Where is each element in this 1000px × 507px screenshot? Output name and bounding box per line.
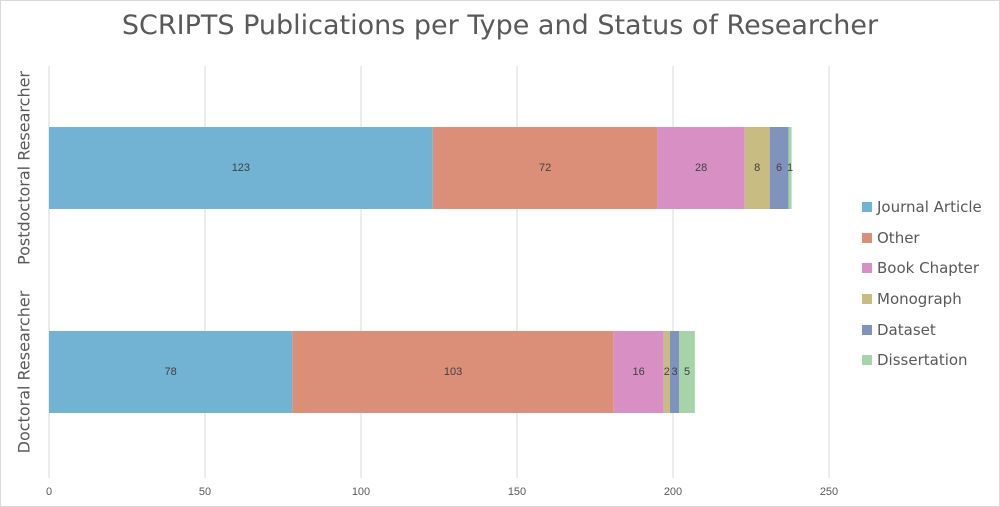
bar-segment	[657, 127, 745, 209]
data-label: 16	[633, 366, 645, 378]
legend-item: Dissertation	[862, 345, 982, 376]
legend-swatch	[862, 232, 872, 243]
x-tick-label: 200	[664, 486, 682, 498]
category-label: Doctoral Researcher	[15, 290, 34, 453]
legend-label: Other	[877, 228, 920, 247]
category-label: Postdoctoral Researcher	[15, 71, 34, 265]
data-label: 78	[165, 366, 177, 378]
data-label: 6	[776, 162, 782, 174]
x-tick-label: 250	[820, 486, 838, 498]
x-tick-label: 150	[508, 486, 526, 498]
data-label: 3	[671, 366, 677, 378]
x-tick-label: 0	[46, 486, 52, 498]
data-label: 123	[232, 162, 250, 174]
legend-label: Journal Article	[877, 198, 982, 217]
bar-segment	[669, 331, 680, 413]
bar-segment	[49, 127, 433, 209]
x-tick-label: 100	[352, 486, 370, 498]
chart-title: SCRIPTS Publications per Type and Status…	[121, 10, 879, 41]
legend-item: Book Chapter	[862, 253, 982, 284]
legend-swatch	[862, 263, 872, 274]
bar-segment	[49, 331, 293, 413]
data-label: 72	[539, 162, 551, 174]
legend-item: Monograph	[862, 284, 982, 315]
data-label: 8	[754, 162, 760, 174]
bar-segment	[679, 331, 695, 413]
data-label: 1	[787, 162, 793, 174]
legend-label: Book Chapter	[877, 259, 980, 278]
legend-item: Other	[862, 223, 982, 254]
bar-segment	[663, 331, 670, 413]
bar-segment	[769, 127, 789, 209]
bar-segment	[613, 331, 664, 413]
legend-swatch	[862, 355, 872, 366]
x-tick-label: 50	[199, 486, 211, 498]
bar-segment	[744, 127, 770, 209]
data-label: 103	[444, 366, 462, 378]
bar-segment	[432, 127, 658, 209]
legend-swatch	[862, 202, 872, 213]
data-label: 28	[695, 162, 707, 174]
legend-label: Monograph	[877, 290, 962, 309]
bar-segment	[788, 127, 792, 209]
legend-label: Dataset	[877, 320, 936, 339]
legend-item: Journal Article	[862, 192, 982, 223]
data-label: 5	[684, 366, 690, 378]
legend-swatch	[862, 324, 872, 335]
chart-legend: Journal Article Other Book Chapter Monograp…	[862, 192, 982, 376]
bar-segment	[292, 331, 614, 413]
legend-swatch	[862, 294, 872, 305]
legend-item: Dataset	[862, 314, 982, 345]
legend-label: Dissertation	[877, 351, 968, 370]
data-label: 2	[664, 366, 670, 378]
